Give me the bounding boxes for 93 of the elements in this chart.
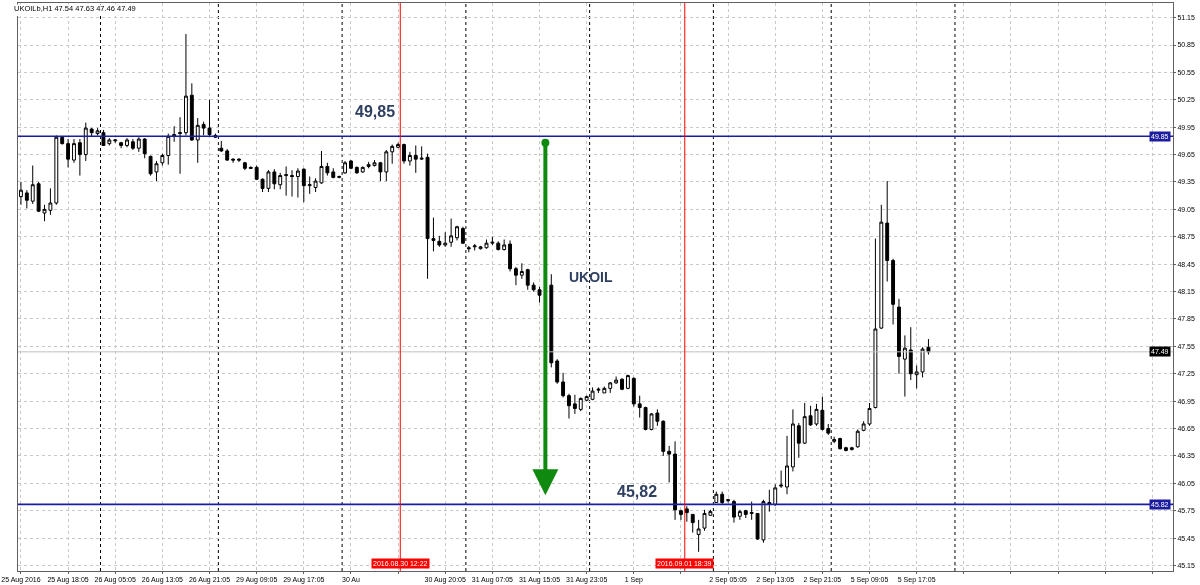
candlestick	[125, 137, 129, 148]
candlestick	[195, 117, 200, 164]
candlestick	[844, 446, 848, 452]
annotation: 45,82	[617, 483, 658, 500]
candlestick	[519, 262, 524, 280]
candlestick	[608, 381, 613, 394]
candlestick	[578, 397, 583, 412]
candlestick	[849, 446, 854, 451]
candlestick	[237, 157, 241, 163]
candlestick	[60, 135, 65, 146]
candlestick	[77, 138, 82, 177]
candlestick	[773, 483, 778, 507]
candlestick	[83, 122, 88, 162]
candlestick	[902, 334, 907, 398]
candlestick	[413, 144, 418, 174]
candlestick	[66, 138, 71, 168]
candlestick	[785, 435, 789, 495]
candlestick	[620, 377, 624, 391]
candlestick	[832, 436, 837, 444]
candlestick	[661, 419, 666, 457]
candlestick	[349, 159, 353, 170]
candlestick	[354, 165, 359, 175]
candlestick	[679, 509, 683, 521]
candlestick	[248, 165, 253, 169]
candlestick	[184, 33, 188, 136]
candlestick	[166, 133, 171, 166]
candlestick	[136, 136, 141, 153]
candlestick	[614, 375, 619, 384]
candlestick	[567, 393, 571, 419]
candlestick	[455, 225, 459, 241]
candlestick	[449, 218, 454, 248]
candlestick	[631, 376, 636, 408]
candlestick	[838, 437, 842, 451]
candlestick	[130, 138, 135, 151]
candlestick	[684, 505, 689, 523]
candlestick	[189, 82, 194, 142]
candlestick	[472, 243, 477, 251]
candlestick	[637, 395, 642, 419]
candlestick	[525, 268, 530, 291]
candlestick	[290, 169, 294, 198]
candlestick	[855, 428, 860, 449]
candlestick	[908, 326, 913, 381]
candlestick	[720, 491, 725, 505]
candlestick	[178, 116, 182, 175]
candlestick	[514, 266, 518, 286]
candlestick	[231, 157, 236, 164]
candlestick	[242, 161, 247, 171]
candlestick	[443, 231, 448, 248]
candlestick	[496, 240, 501, 251]
candlestick	[172, 125, 177, 143]
candlestick	[802, 402, 807, 445]
candlestick	[897, 298, 901, 375]
candlestick	[30, 165, 35, 205]
candlestick	[295, 167, 300, 199]
candlestick	[331, 167, 336, 179]
candlestick	[508, 239, 512, 272]
candlestick	[160, 153, 165, 167]
candlestick	[301, 167, 306, 203]
candlestick	[737, 509, 742, 521]
candlestick	[572, 394, 577, 415]
candlestick	[891, 258, 896, 325]
candlestick	[437, 235, 442, 248]
candlestick	[307, 176, 312, 195]
candlestick	[407, 151, 412, 167]
candlestick	[690, 513, 695, 534]
candlestick	[790, 408, 795, 472]
candlestick	[796, 422, 801, 459]
candlestick	[142, 137, 147, 159]
candlestick	[673, 440, 677, 521]
candlestick	[726, 498, 731, 504]
candlestick	[225, 148, 230, 162]
candlestick	[549, 273, 554, 368]
candlestick	[555, 358, 560, 385]
candlestick	[561, 372, 566, 398]
candlestick	[390, 144, 395, 165]
candlestick	[72, 138, 76, 164]
candlestick	[885, 180, 890, 283]
candlestick	[402, 143, 406, 165]
candlestick	[113, 138, 118, 144]
annotation: UKOIL	[569, 269, 613, 285]
candlestick	[779, 470, 784, 489]
candlestick	[24, 189, 29, 209]
candlestick	[667, 445, 672, 483]
candlestick	[119, 142, 124, 149]
candlestick	[502, 239, 507, 251]
candlestick	[278, 172, 283, 190]
candlestick	[19, 181, 23, 206]
candlestick	[625, 374, 630, 390]
candlestick	[743, 509, 748, 519]
candlestick	[284, 165, 289, 197]
annotation: 49,85	[355, 103, 396, 120]
candlestick	[396, 142, 401, 148]
candlestick	[360, 165, 365, 174]
